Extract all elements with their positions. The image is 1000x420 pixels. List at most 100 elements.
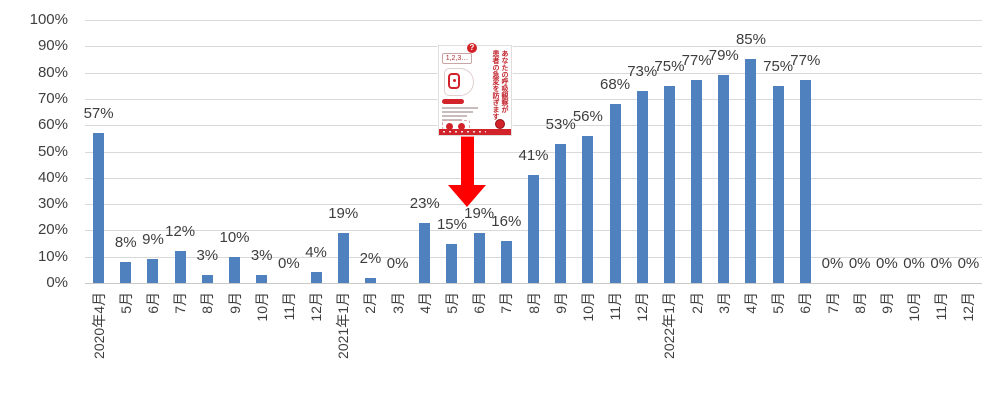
data-label: 73% (627, 63, 658, 80)
bar (582, 135, 594, 283)
bar (745, 59, 757, 283)
bar (718, 75, 730, 283)
x-axis-tick-label: 3月 (715, 292, 732, 314)
x-axis-line (85, 283, 982, 284)
bar (310, 272, 322, 283)
bar (201, 275, 213, 283)
data-label: 19% (464, 205, 495, 223)
x-axis-tick-label: 2月 (688, 292, 705, 314)
data-label: 3% (196, 247, 219, 265)
bar (120, 261, 132, 283)
data-label: 9% (142, 231, 164, 249)
bar (473, 233, 485, 283)
y-axis-tick-label: 80% (37, 63, 68, 81)
bar (147, 259, 159, 283)
x-axis-tick-label: 8月 (525, 292, 542, 314)
data-label: 77% (681, 52, 712, 70)
x-axis-tick-label: 2020年4月 (90, 292, 107, 359)
data-label: 12% (165, 223, 196, 241)
data-label: 68% (600, 76, 631, 94)
data-label: 10% (219, 228, 250, 246)
x-axis-tick-label: 4月 (742, 292, 759, 314)
x-axis-tick-label: 5月 (117, 292, 134, 314)
data-label: 0% (386, 255, 409, 272)
x-axis-tick-label: 3月 (389, 292, 406, 314)
bar (446, 243, 458, 283)
gridline (85, 98, 982, 100)
bar (364, 277, 376, 283)
bar (500, 240, 512, 283)
bar (93, 133, 105, 283)
data-label: 16% (491, 212, 522, 230)
watch-illustration-icon (444, 68, 474, 96)
x-axis-tick-label: 5月 (443, 292, 460, 314)
arrow-shaft (460, 133, 474, 185)
data-label: 8% (114, 233, 137, 251)
data-label: 75% (763, 57, 794, 75)
x-axis-tick-label: 10月 (906, 292, 923, 322)
bar (772, 85, 784, 283)
x-axis-tick-label: 11月 (607, 292, 624, 321)
x-axis-tick-label: 10月 (579, 292, 596, 322)
bar (799, 80, 811, 283)
data-label: 56% (572, 107, 603, 125)
x-axis-tick-label: 11月 (280, 292, 297, 321)
data-label: 0% (821, 255, 844, 272)
poster-alarm-icon (495, 119, 505, 129)
bar (691, 80, 703, 283)
x-axis-tick-label: 2月 (362, 292, 379, 314)
data-label: 41% (518, 147, 549, 165)
gridline (85, 72, 982, 74)
y-axis-tick-label: 30% (37, 195, 68, 213)
data-label: 23% (409, 194, 440, 212)
poster-thumbnail: 1,2,3… ? あなたの呼吸観察が 患者の急変を防ぎます。 (438, 43, 512, 136)
data-label: 75% (654, 57, 685, 75)
bar (636, 91, 648, 283)
data-label: 0% (957, 255, 980, 272)
poster-footer-bar (439, 129, 511, 135)
poster-red-label (442, 99, 464, 104)
y-axis-tick-label: 90% (37, 37, 68, 55)
x-axis-tick-label: 4月 (416, 292, 433, 314)
data-label: 0% (876, 255, 898, 272)
x-axis-tick-label: 2021年1月 (335, 292, 352, 359)
data-label: 2% (359, 249, 382, 267)
gridline (85, 125, 982, 127)
x-axis-tick-label: 9月 (878, 292, 895, 314)
y-axis-tick-label: 60% (37, 116, 68, 134)
x-axis-tick-label: 2022年1月 (661, 292, 678, 359)
x-axis-tick-label: 11月 (933, 292, 950, 321)
red-dot-icon (458, 123, 465, 130)
x-axis-tick-label: 6月 (144, 292, 161, 314)
x-axis-tick-label: 10月 (253, 292, 270, 322)
bar (555, 143, 567, 283)
data-label: 85% (735, 31, 766, 49)
x-axis-tick-label: 7月 (824, 292, 841, 314)
data-label: 0% (930, 255, 953, 272)
bar (174, 251, 186, 283)
poster-counting-box: 1,2,3… (442, 53, 472, 64)
poster-headline-line2: 患者の急変を防ぎます。 (492, 50, 499, 127)
y-axis-tick-label: 20% (37, 221, 68, 239)
gridline (85, 46, 982, 48)
data-label: 53% (545, 115, 576, 133)
watch-face-icon (448, 73, 460, 89)
data-label: 15% (436, 215, 467, 233)
bar (419, 222, 431, 283)
bar (337, 233, 349, 283)
data-label: 3% (250, 247, 273, 265)
x-axis-tick-label: 7月 (498, 292, 515, 314)
data-label: 79% (708, 47, 739, 65)
x-axis-tick-label: 5月 (770, 292, 787, 314)
data-label: 0% (903, 255, 925, 272)
question-badge-icon: ? (467, 43, 477, 53)
red-arrow-annotation (448, 133, 486, 207)
x-axis-tick-label: 12月 (960, 292, 977, 322)
data-label: 77% (790, 52, 821, 70)
poster-headline-line1: あなたの呼吸観察が (501, 50, 508, 113)
y-axis-tick-label: 100% (29, 11, 68, 28)
poster-headline-text: あなたの呼吸観察が 患者の急変を防ぎます。 (491, 50, 509, 130)
x-axis-tick-label: 8月 (199, 292, 216, 314)
bar (609, 104, 621, 283)
